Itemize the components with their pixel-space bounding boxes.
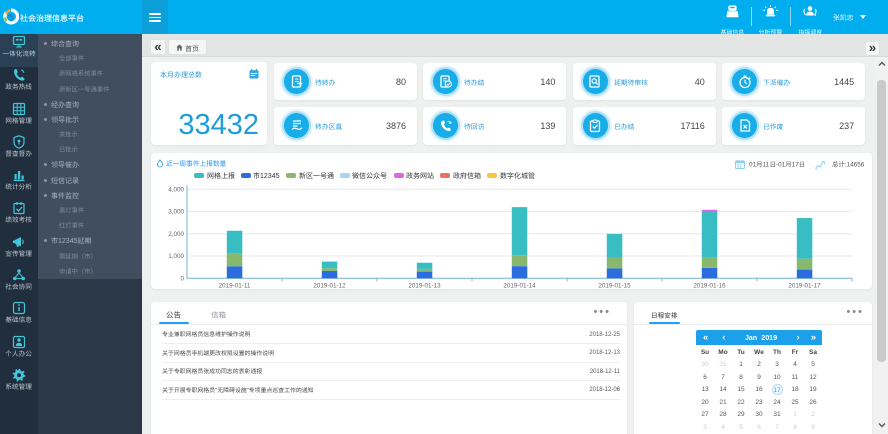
svg-text:2019-01-13: 2019-01-13	[408, 282, 441, 289]
svg-text:2019-01-11: 2019-01-11	[219, 282, 251, 289]
svg-text:12345: 12345	[260, 173, 280, 180]
svg-text:2,000: 2,000	[168, 231, 184, 238]
svg-text:17: 17	[792, 162, 800, 169]
svg-text:12345: 12345	[58, 238, 78, 245]
svg-text:2019-01-14: 2019-01-14	[503, 282, 536, 289]
svg-text:3,000: 3,000	[168, 209, 184, 216]
svg-text:": "	[215, 388, 217, 394]
svg-text:2019-01-15: 2019-01-15	[598, 282, 631, 289]
svg-text:1,000: 1,000	[168, 253, 184, 260]
svg-text:": "	[247, 388, 249, 394]
svg-text:01: 01	[749, 162, 757, 169]
svg-text:0: 0	[180, 276, 184, 283]
svg-text:-01: -01	[776, 162, 786, 169]
svg-text:4,000: 4,000	[168, 186, 184, 193]
svg-text:2019-01-16: 2019-01-16	[693, 282, 726, 289]
svg-text:2019-01-12: 2019-01-12	[313, 282, 346, 289]
svg-text::14656: :14656	[845, 162, 865, 169]
svg-text:2019-01-17: 2019-01-17	[788, 282, 821, 289]
svg-text:11: 11	[763, 162, 770, 169]
